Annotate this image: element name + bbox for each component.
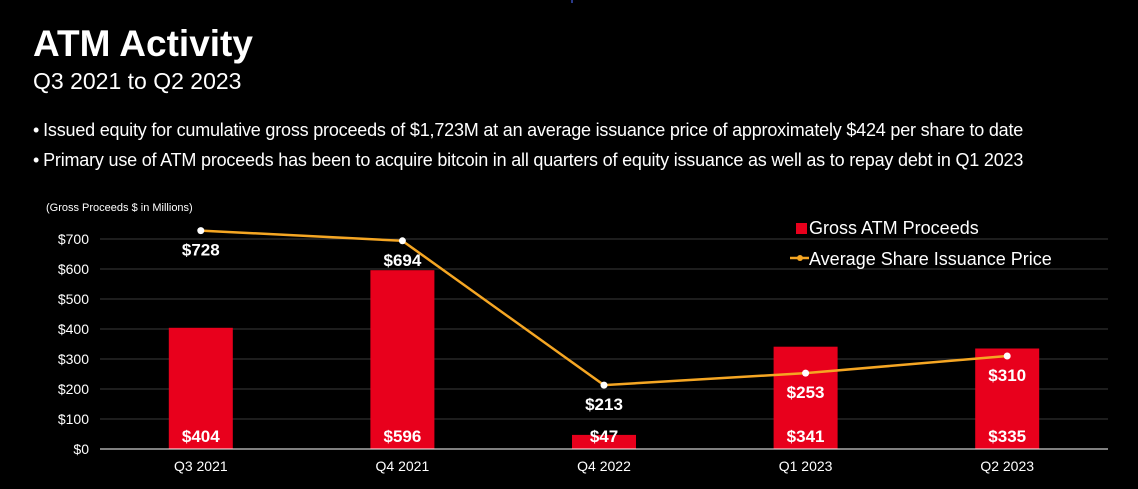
bar: [572, 434, 636, 449]
price-value-label: $728: [182, 241, 220, 260]
bullet-marker: •: [33, 120, 40, 140]
legend-label: Average Share Issuance Price: [809, 249, 1052, 269]
y-tick-label: $0: [73, 441, 89, 457]
price-point: [197, 227, 205, 235]
y-tick-label: $500: [58, 291, 89, 307]
atm-chart: (Gross Proceeds $ in Millions) $0 $100 $20…: [46, 202, 1108, 474]
bullet-item: • Primary use of ATM proceeds has been to…: [33, 145, 1023, 175]
bar-value-label: $335: [988, 427, 1026, 446]
bar-value-label: $404: [182, 427, 220, 446]
y-tick-label: $700: [58, 231, 89, 247]
x-tick-label: Q4 2022: [577, 458, 631, 474]
bar: [773, 346, 838, 449]
x-tick-label: Q4 2021: [376, 458, 430, 474]
bar-value-label: $341: [787, 427, 825, 446]
bar: [975, 348, 1040, 449]
x-tick-label: Q2 2023: [980, 458, 1034, 474]
price-value-label: $310: [988, 366, 1026, 385]
price-value-label: $213: [585, 395, 623, 414]
legend-swatch-bar: [796, 223, 807, 234]
y-axis-ticks: $0 $100 $200 $300 $400 $500 $600 $700: [58, 231, 89, 457]
legend-swatch-marker: [797, 255, 803, 261]
price-point: [1003, 352, 1011, 360]
bullet-marker: •: [33, 150, 40, 170]
bullet-list: • Issued equity for cumulative gross proc…: [33, 115, 1023, 175]
bullet-text: Issued equity for cumulative gross proce…: [43, 120, 1024, 140]
page-title: ATM Activity: [33, 23, 253, 64]
y-tick-label: $400: [58, 321, 89, 337]
price-value-label: $694: [383, 251, 421, 270]
page-subtitle: Q3 2021 to Q2 2023: [33, 68, 242, 94]
y-tick-label: $200: [58, 381, 89, 397]
bar: [370, 270, 435, 449]
bar-value-labels: $404 $596 $47 $341 $335: [182, 427, 1026, 446]
price-value-label: $253: [787, 383, 825, 402]
chart-gridlines: [100, 238, 1108, 420]
price-point: [600, 381, 608, 389]
bar-value-label: $47: [590, 427, 618, 446]
price-point: [398, 237, 406, 245]
price-value-labels: $728 $694 $213 $253 $310: [182, 241, 1026, 415]
bar: [168, 327, 233, 449]
x-tick-label: Q1 2023: [779, 458, 833, 474]
line-series: [197, 227, 1011, 389]
chart-legend: Gross ATM Proceeds Average Share Issuance…: [790, 218, 1052, 269]
price-point: [802, 369, 810, 377]
y-tick-label: $100: [58, 411, 89, 427]
y-tick-label: $300: [58, 351, 89, 367]
legend-label: Gross ATM Proceeds: [809, 218, 979, 238]
bullet-item: • Issued equity for cumulative gross proc…: [33, 115, 1023, 145]
chart-unit-note: (Gross Proceeds $ in Millions): [46, 202, 193, 214]
bar-value-label: $596: [383, 427, 421, 446]
x-tick-label: Q3 2021: [174, 458, 228, 474]
bar-series: [168, 270, 1040, 449]
x-axis-ticks: Q3 2021 Q4 2021 Q4 2022 Q1 2023 Q2 2023: [174, 458, 1034, 474]
bullet-text: Primary use of ATM proceeds has been to …: [43, 150, 1024, 170]
top-edge-mark: [571, 0, 573, 3]
y-tick-label: $600: [58, 261, 89, 277]
